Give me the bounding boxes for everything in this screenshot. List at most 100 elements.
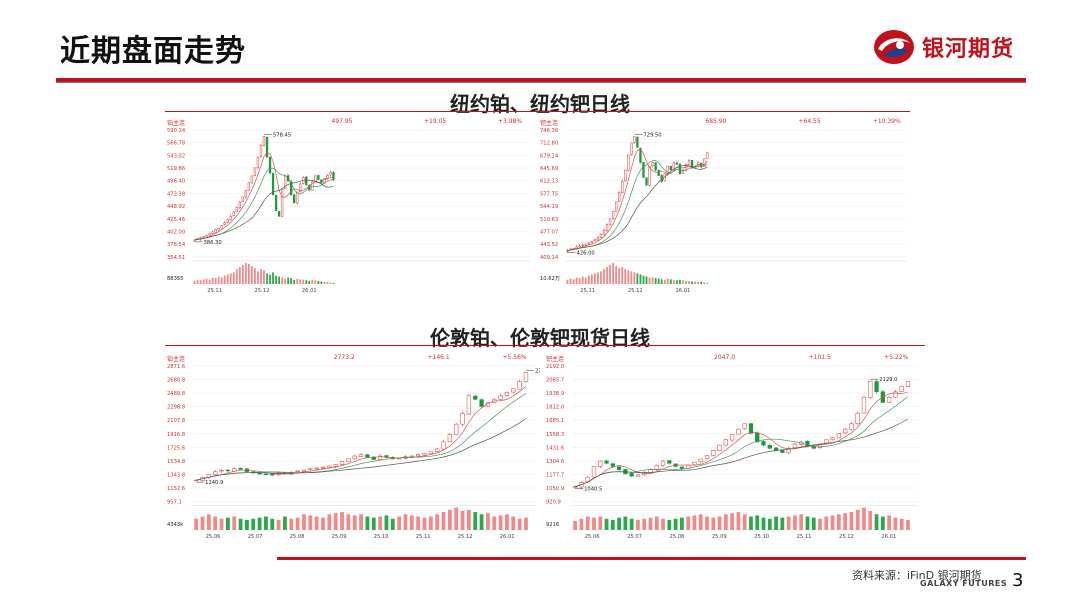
- y-tick-label: 354.51: [167, 255, 185, 261]
- volume-bar: [524, 517, 528, 530]
- volume-bar: [566, 279, 569, 284]
- y-tick-label: 472.38: [167, 191, 185, 197]
- volume-bar: [193, 280, 196, 284]
- candle: [332, 172, 335, 180]
- volume-bar: [409, 515, 414, 530]
- volume-bar: [254, 268, 256, 284]
- candle: [824, 439, 829, 444]
- y-tick-label: 1558.3: [546, 432, 564, 438]
- chart-header: 铂主连 2773.2 +146.1 +5.56%: [165, 352, 540, 364]
- candle: [618, 192, 621, 202]
- candle: [767, 445, 772, 449]
- volume-bar: [211, 277, 214, 284]
- chart-header-change: +19.05: [424, 118, 447, 125]
- volume-bar: [232, 516, 237, 530]
- galaxy-swirl-logo-icon: [874, 30, 914, 64]
- volume-bar: [585, 516, 590, 530]
- volume-bar: [208, 279, 211, 284]
- price-annotation: 386.30: [204, 240, 222, 246]
- candle: [208, 233, 211, 236]
- volume-bar: [761, 517, 766, 530]
- candle: [295, 470, 300, 472]
- volume-bar: [226, 274, 229, 284]
- volume-bar: [214, 278, 217, 284]
- footer-rule: [277, 557, 1026, 560]
- candle: [205, 234, 208, 238]
- section-title-ny: 纽约铂、纽约钯日线: [450, 92, 630, 116]
- volume-bar: [302, 514, 306, 530]
- candle: [213, 471, 218, 475]
- candle: [280, 189, 284, 217]
- volume-bar: [321, 517, 325, 530]
- candle: [706, 152, 709, 159]
- volume-bar: [196, 279, 199, 284]
- y-tick-label: 402.00: [167, 229, 185, 235]
- candle: [511, 388, 516, 393]
- candle: [257, 473, 262, 475]
- volume-bar: [645, 276, 648, 284]
- volume-bar: [269, 274, 271, 284]
- volume-bar: [287, 277, 290, 284]
- volume-bar: [266, 273, 268, 284]
- candle: [672, 162, 676, 170]
- volume-bar: [755, 515, 760, 530]
- volume-bar: [378, 516, 382, 530]
- volume-bar: [596, 272, 599, 284]
- volume-bar: [610, 519, 615, 530]
- y-tick-label: 2192.0: [546, 364, 564, 370]
- y-tick-label: 1431.6: [546, 445, 564, 451]
- candle: [651, 162, 654, 166]
- volume-bar: [606, 267, 608, 284]
- volume-bar: [774, 516, 778, 530]
- volume-bar: [202, 279, 205, 284]
- candle: [293, 194, 296, 204]
- brand-logo: 银河期货: [872, 24, 1014, 70]
- y-tick-label: 1685.1: [546, 418, 564, 424]
- candle: [217, 227, 220, 231]
- y-tick-label: 543.32: [167, 153, 185, 159]
- volume-bar: [700, 281, 703, 284]
- volume-bar: [711, 517, 716, 530]
- candle: [211, 231, 214, 234]
- x-tick-label: 25.09: [712, 534, 727, 540]
- volume-bar: [371, 517, 376, 530]
- volume-bar: [636, 273, 639, 284]
- volume-bar: [205, 278, 208, 284]
- candle: [692, 461, 697, 466]
- candle: [301, 469, 307, 472]
- volume-bar: [219, 518, 224, 530]
- y-tick-label: 1050.9: [546, 486, 564, 492]
- candlestick-chart: 2871.6 2680.8 2489.8 2298.8 2107.8 1916.8 1725…: [167, 364, 540, 540]
- volume-bar: [505, 514, 509, 530]
- volume-bar: [661, 518, 665, 530]
- volume-bar: [667, 519, 672, 530]
- volume-bar: [359, 514, 363, 530]
- volume-bar: [447, 509, 452, 530]
- candle: [830, 437, 835, 440]
- volume-bar: [329, 282, 332, 284]
- x-tick-label: 26.01: [302, 288, 317, 294]
- page-title: 近期盘面走势: [60, 34, 246, 69]
- candle: [333, 464, 338, 467]
- volume-bar: [352, 515, 357, 530]
- candle: [616, 466, 622, 470]
- volume-bar: [818, 518, 822, 530]
- candle: [460, 413, 465, 425]
- candle: [277, 211, 281, 217]
- volume-bar: [621, 267, 624, 284]
- candle: [635, 474, 641, 477]
- candle: [704, 455, 710, 459]
- candle: [232, 211, 235, 216]
- candle: [861, 396, 867, 414]
- volume-bar: [308, 515, 313, 530]
- volume-bar: [241, 264, 244, 284]
- volume-bar: [250, 266, 253, 284]
- volume-bar: [805, 516, 810, 530]
- candle: [629, 473, 634, 477]
- volume-bar: [697, 281, 700, 284]
- x-tick-label: 25.11: [207, 288, 222, 294]
- volume-bar: [703, 282, 706, 284]
- x-tick-label: 25.11: [797, 534, 812, 540]
- x-tick-label: 25.08: [290, 534, 305, 540]
- candle: [578, 245, 581, 248]
